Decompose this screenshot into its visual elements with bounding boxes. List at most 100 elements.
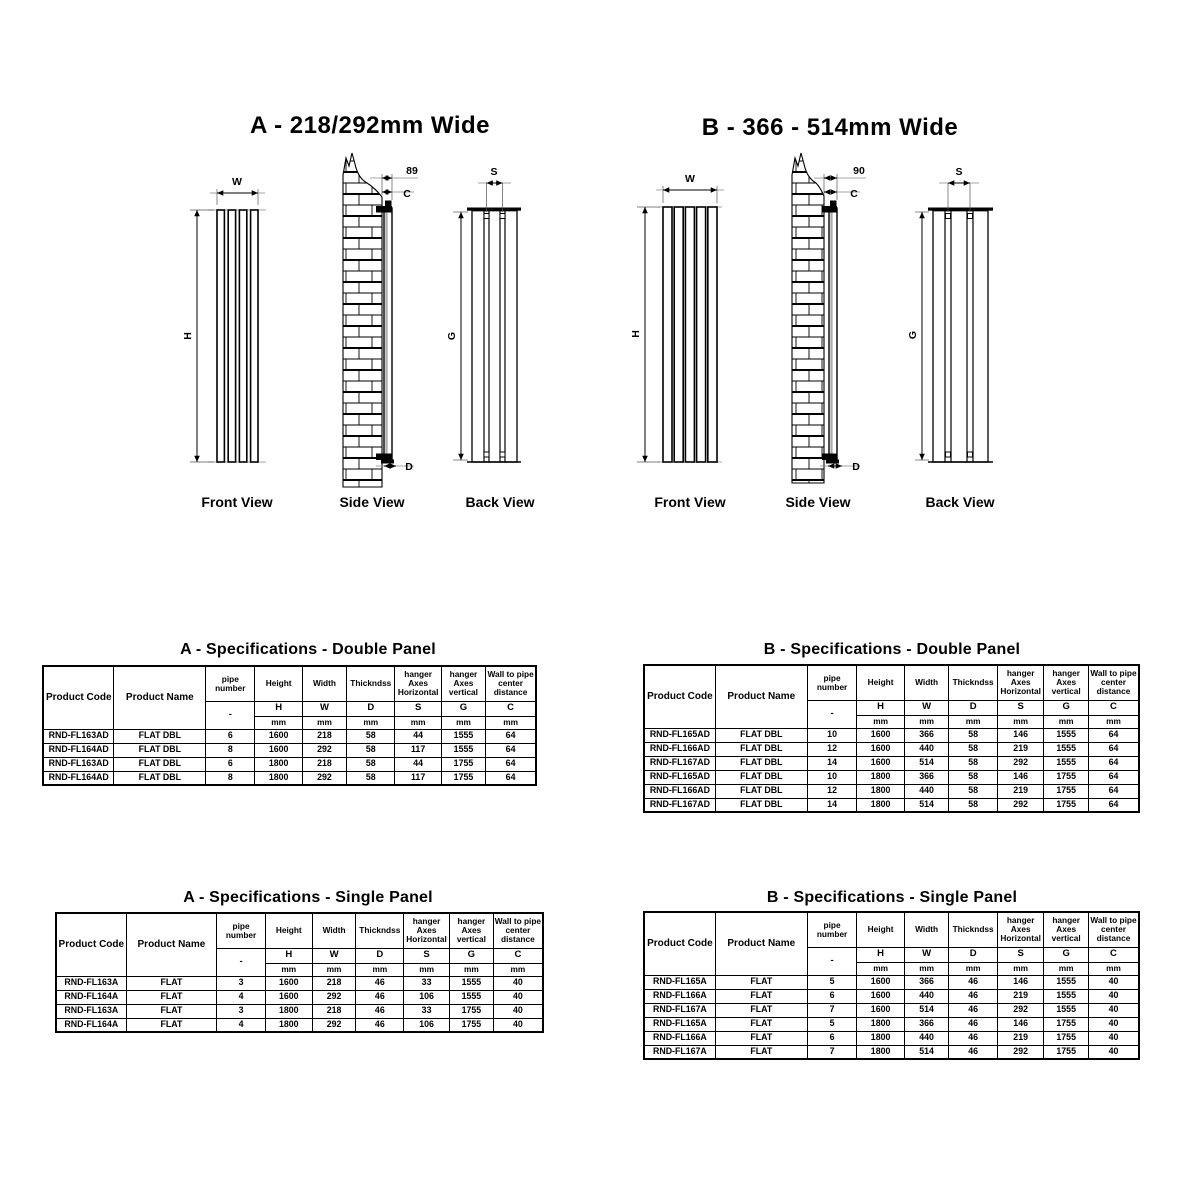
column-header: pipe number (806, 664, 858, 701)
spec-cell: 44 (394, 728, 442, 744)
side-view-b: 90 C D (791, 152, 866, 484)
product-code-cell: RND-FL163A (55, 975, 127, 991)
unit-header: mm (440, 715, 487, 730)
spec-row: RND-FL164A FLAT 4 1800 292 46 106 1755 40 (55, 1017, 544, 1033)
table-title-a-single: A - Specifications - Single Panel (183, 889, 433, 906)
spec-cell: 58 (948, 783, 998, 799)
spec-row: RND-FL165A FLAT 5 1600 366 46 146 1555 40 (643, 974, 1140, 990)
spec-cell: 64 (1087, 797, 1140, 813)
spec-cell: 8 (205, 770, 256, 786)
spec-cell: 292 (996, 1044, 1045, 1060)
spec-cell: FLAT DBL (714, 741, 808, 757)
dim-wall-pipe-label-b: C (850, 188, 858, 200)
spec-cell: FLAT (714, 988, 808, 1004)
column-header: pipe number (216, 912, 266, 949)
brick-wall-b (791, 152, 825, 484)
spec-cell: 58 (346, 728, 396, 744)
spec-cell: 46 (355, 989, 405, 1005)
spec-cell: 1800 (856, 1016, 905, 1032)
spec-cell: FLAT DBL (714, 783, 808, 799)
unit-header: mm (996, 961, 1045, 976)
radiator-side-profile-b (828, 207, 838, 463)
product-code-cell: RND-FL167A (643, 1044, 716, 1060)
spec-cell: 40 (1087, 1044, 1140, 1060)
symbol-header: D (355, 947, 405, 964)
spec-cell: 6 (205, 728, 256, 744)
spec-cell: 440 (903, 988, 950, 1004)
spec-cell: 292 (311, 989, 357, 1005)
spec-row: RND-FL164AD FLAT DBL 8 1600 292 58 117 1555 64 (42, 742, 537, 758)
symbol-header: C (1087, 699, 1140, 716)
spec-cell: 3 (216, 1003, 266, 1019)
spec-cell: 64 (485, 756, 537, 772)
spec-cell: 1555 (448, 989, 494, 1005)
unit-header: mm (948, 961, 998, 976)
product-code-cell: RND-FL167A (643, 1002, 716, 1018)
symbol-header: H (264, 947, 313, 964)
spec-cell: 46 (355, 1017, 405, 1033)
unit-header: mm (996, 714, 1045, 729)
column-header: hanger Axes Horizontal (394, 665, 442, 702)
spec-row: RND-FL165A FLAT 5 1800 366 46 146 1755 40 (643, 1016, 1140, 1032)
unit-header: mm (1043, 961, 1089, 976)
spec-cell: 58 (948, 797, 998, 813)
bottom-bracket-a (376, 453, 392, 460)
symbol-header: H (856, 699, 905, 716)
spec-cell: FLAT DBL (113, 742, 207, 758)
spec-cell: 514 (903, 797, 950, 813)
unit-header: mm (448, 962, 494, 977)
spec-cell: 4 (216, 989, 266, 1005)
column-header: pipe number (806, 911, 858, 948)
spec-row: RND-FL163A FLAT 3 1600 218 46 33 1555 40 (55, 975, 544, 991)
column-header: Width (301, 665, 348, 702)
spec-cell: 1600 (856, 988, 905, 1004)
product-code-cell: RND-FL164AD (42, 742, 115, 758)
spec-cell: 1555 (1043, 741, 1089, 757)
back-view-label-b: Back View (925, 494, 994, 510)
technical-drawing-b: W H 90 C D (630, 152, 995, 510)
spec-cell: 6 (205, 756, 256, 772)
spec-cell: 1755 (1043, 1030, 1089, 1046)
symbol-header: G (1043, 699, 1089, 716)
spec-cell: 1755 (1043, 797, 1089, 813)
column-header: Width (903, 911, 950, 948)
spec-cell: 1800 (264, 1003, 313, 1019)
product-code-cell: RND-FL164A (55, 989, 127, 1005)
symbol-header: W (903, 946, 950, 963)
brick-wall-a (342, 152, 383, 488)
product-code-cell: RND-FL167AD (643, 755, 716, 771)
symbol-header: C (485, 700, 537, 717)
spec-row: RND-FL166AD FLAT DBL 12 1800 440 58 219 1755 64 (643, 783, 1140, 799)
column-header: hanger Axes Horizontal (403, 912, 450, 949)
column-header: Thickndss (948, 911, 998, 948)
spec-cell: 7 (806, 1002, 858, 1018)
spec-row: RND-FL164A FLAT 4 1600 292 46 106 1555 40 (55, 989, 544, 1005)
spec-cell: 1755 (1043, 1044, 1089, 1060)
product-code-cell: RND-FL166A (643, 988, 716, 1004)
spec-cell: 5 (806, 974, 858, 990)
spec-cell: FLAT (125, 1017, 218, 1033)
hanger-brackets-a (483, 213, 506, 458)
spec-cell: 219 (996, 741, 1045, 757)
dim-hanger-horizontal-label-a: S (490, 166, 497, 178)
symbol-header: G (440, 700, 487, 717)
spec-row: RND-FL164AD FLAT DBL 8 1800 292 58 117 1755 64 (42, 770, 537, 786)
spec-cell: 219 (996, 783, 1045, 799)
spec-cell: 1755 (440, 770, 487, 786)
spec-cell: FLAT DBL (714, 769, 808, 785)
product-code-cell: RND-FL163AD (42, 728, 115, 744)
unit-header: mm (1043, 714, 1089, 729)
spec-cell: 1555 (440, 742, 487, 758)
column-header: Thickndss (948, 664, 998, 701)
spec-cell: FLAT DBL (714, 797, 808, 813)
spec-cell: 219 (996, 1030, 1045, 1046)
spec-cell: 146 (996, 769, 1045, 785)
dim-depth-label-a: 89 (406, 165, 418, 177)
spec-cell: 64 (1087, 755, 1140, 771)
dim-height-label-a: H (182, 332, 194, 340)
spec-cell: 40 (492, 989, 544, 1005)
spec-cell: 46 (948, 1016, 998, 1032)
spec-cell: 106 (403, 989, 450, 1005)
table-title-b-single: B - Specifications - Single Panel (766, 889, 1018, 906)
dim-width-label-a: W (232, 176, 242, 188)
